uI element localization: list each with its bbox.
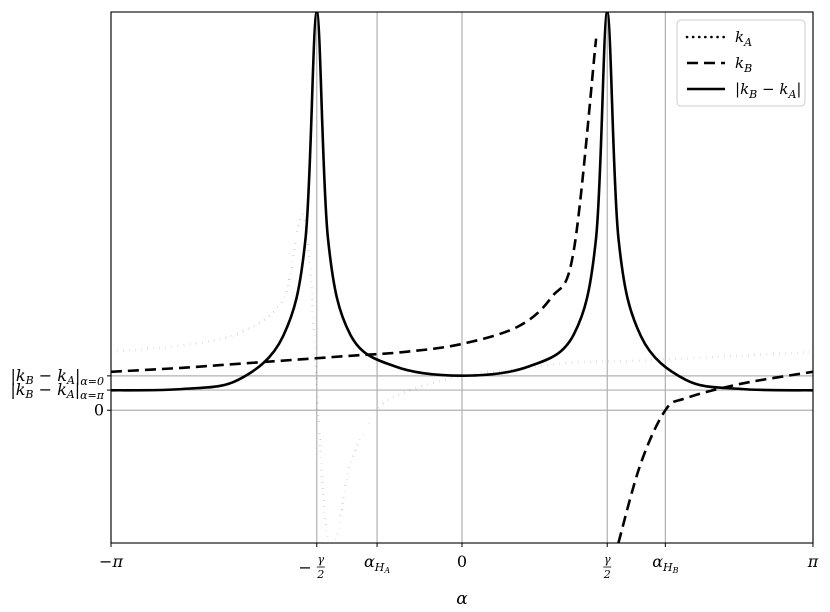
svg-text:−: −	[298, 558, 311, 577]
svg-text:0: 0	[457, 552, 467, 571]
y-tick-label: |kB − kA|α=π	[10, 380, 104, 402]
svg-text:|kB − kA|α=π: |kB − kA|α=π	[10, 380, 104, 402]
svg-text:0: 0	[94, 400, 104, 419]
x-tick-label: γ2γ/2	[603, 553, 612, 581]
svg-text:αHB: αHB	[652, 552, 678, 575]
series-kB-line	[617, 370, 813, 543]
svg-text:2: 2	[316, 568, 324, 581]
y-tick-label: 0	[94, 400, 104, 419]
svg-text:2: 2	[603, 568, 611, 581]
y-tick-labels: |kB − kA|α=0|kB − kA|α=π0	[10, 366, 104, 419]
series-abs-diff-line	[111, 12, 813, 392]
axis-ticks	[107, 375, 814, 547]
x-tick-label: − γ2−γ/2	[298, 553, 325, 581]
x-tick-label: αHB	[652, 552, 678, 575]
legend-label: kB	[735, 54, 752, 75]
svg-text:γ: γ	[604, 553, 611, 566]
svg-text:|kB − kA|α=0: |kB − kA|α=0	[11, 366, 104, 388]
legend-label: |kB − kA|	[735, 80, 801, 101]
svg-text:γ: γ	[317, 553, 324, 566]
svg-text:−π: −π	[99, 552, 123, 571]
legend: kA kB |kB − kA|	[676, 19, 806, 107]
x-tick-label: π	[807, 552, 819, 571]
x-tick-label: 0	[457, 552, 467, 571]
x-axis-label: α	[456, 589, 468, 609]
series-kB-line	[111, 38, 598, 374]
x-tick-label: −π	[99, 552, 123, 571]
legend-box	[676, 19, 806, 107]
x-tick-label: αHA	[364, 552, 390, 575]
y-tick-label: |kB − kA|α=0	[11, 366, 104, 388]
plot-curves	[111, 12, 813, 543]
x-tick-labels: −π − γ2−γ/2 αHA 0 γ2γ/2 αHB π	[99, 552, 819, 581]
svg-text:π: π	[807, 552, 819, 571]
legend-label: kA	[735, 28, 752, 49]
svg-text:αHA: αHA	[364, 552, 390, 575]
